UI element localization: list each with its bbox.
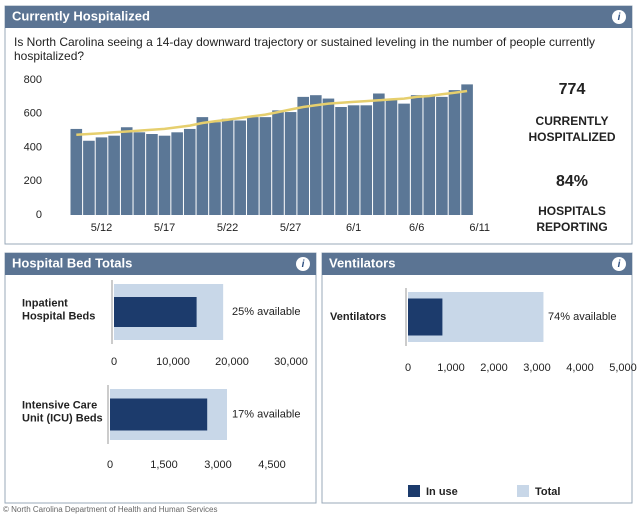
bar — [95, 137, 108, 215]
x-tick-label: 5/27 — [280, 222, 301, 234]
bar — [246, 117, 259, 215]
info-icon[interactable]: i — [296, 257, 310, 271]
legend-swatch — [517, 485, 529, 497]
in-use-bar — [114, 297, 197, 327]
svg-text:i: i — [618, 12, 621, 23]
bar — [171, 132, 183, 215]
bar — [83, 140, 95, 215]
panel — [321, 252, 633, 504]
bar-label: Ventilators — [330, 311, 386, 323]
bar — [385, 98, 398, 215]
bar — [448, 90, 461, 215]
stat-value: 84% — [556, 173, 588, 190]
stat-label: HOSPITALIZED — [528, 130, 615, 144]
trend-line — [76, 89, 468, 137]
x-tick-label: 10,000 — [156, 356, 190, 368]
bar — [310, 95, 322, 215]
x-tick-label: 6/11 — [469, 222, 490, 234]
panel-title: Currently Hospitalized — [12, 8, 150, 23]
bar — [234, 120, 246, 215]
bar — [158, 135, 171, 215]
bar — [209, 122, 221, 215]
bar — [146, 134, 158, 215]
bar — [133, 132, 146, 215]
x-tick-label: 5/12 — [91, 222, 112, 234]
panel-header — [322, 253, 632, 275]
x-tick-label: 6/1 — [346, 222, 361, 234]
bar — [461, 84, 473, 215]
footer: © North Carolina Department of Health an… — [3, 505, 217, 514]
bar — [183, 128, 196, 215]
stat-label: HOSPITALS — [538, 204, 606, 218]
bar — [259, 117, 272, 215]
panel-header — [5, 253, 316, 275]
bar-label: Unit (ICU) Beds — [22, 412, 103, 424]
bar — [196, 117, 209, 215]
panel-title: Hospital Bed Totals — [12, 255, 132, 270]
bar-label: Intensive Care — [22, 399, 97, 411]
x-tick-label: 20,000 — [215, 356, 249, 368]
x-tick-label: 6/6 — [409, 222, 424, 234]
bar — [410, 95, 423, 215]
bar — [373, 93, 385, 215]
x-tick-label: 1,500 — [150, 459, 178, 471]
x-tick-label: 3,000 — [523, 362, 551, 374]
y-tick-label: 800 — [24, 74, 42, 86]
stat-label: CURRENTLY — [536, 114, 609, 128]
in-use-bar — [110, 398, 208, 431]
x-tick-label: 0 — [111, 356, 117, 368]
bar — [347, 105, 360, 215]
x-tick-label: 30,000 — [274, 356, 308, 368]
x-tick-label: 4,500 — [258, 459, 286, 471]
x-tick-label: 0 — [107, 459, 113, 471]
annotation: 25% available — [232, 306, 301, 318]
x-tick-label: 3,000 — [204, 459, 232, 471]
legend-label: Total — [535, 486, 560, 498]
x-tick-label: 5/22 — [217, 222, 238, 234]
bar — [297, 96, 310, 215]
y-tick-label: 600 — [24, 108, 42, 120]
bar — [423, 95, 436, 215]
x-tick-label: 5,000 — [609, 362, 637, 374]
bar — [272, 110, 284, 215]
svg-text:i: i — [302, 259, 305, 270]
x-tick-label: 1,000 — [437, 362, 465, 374]
bar — [335, 107, 347, 215]
info-icon[interactable]: i — [612, 257, 626, 271]
svg-text:i: i — [618, 259, 621, 270]
y-tick-label: 200 — [24, 175, 42, 187]
in-use-bar — [408, 298, 443, 336]
info-icon[interactable]: i — [612, 10, 626, 24]
x-tick-label: 4,000 — [566, 362, 594, 374]
panel-title: Ventilators — [329, 255, 395, 270]
bar — [436, 96, 448, 215]
bar — [322, 98, 335, 215]
y-tick-label: 0 — [36, 209, 42, 221]
panel-header — [5, 6, 632, 28]
question: Is North Carolina seeing a 14-day downwa… — [14, 35, 595, 63]
bar-label: Inpatient — [22, 297, 68, 309]
bar — [70, 128, 83, 215]
legend-swatch — [408, 485, 420, 497]
x-tick-label: 0 — [405, 362, 411, 374]
bar — [284, 112, 297, 215]
bar — [360, 105, 373, 215]
bar — [398, 103, 410, 215]
stat-value: 774 — [559, 81, 586, 98]
annotation: 17% available — [232, 408, 301, 420]
legend-label: In use — [426, 486, 458, 498]
stat-label: REPORTING — [536, 220, 607, 234]
bar — [120, 127, 133, 215]
x-tick-label: 5/17 — [154, 222, 175, 234]
x-tick-label: 2,000 — [480, 362, 508, 374]
annotation: 74% available — [548, 311, 617, 323]
y-tick-label: 400 — [24, 141, 42, 153]
bar — [108, 135, 120, 215]
bar — [221, 118, 234, 215]
bar-label: Hospital Beds — [22, 310, 95, 322]
